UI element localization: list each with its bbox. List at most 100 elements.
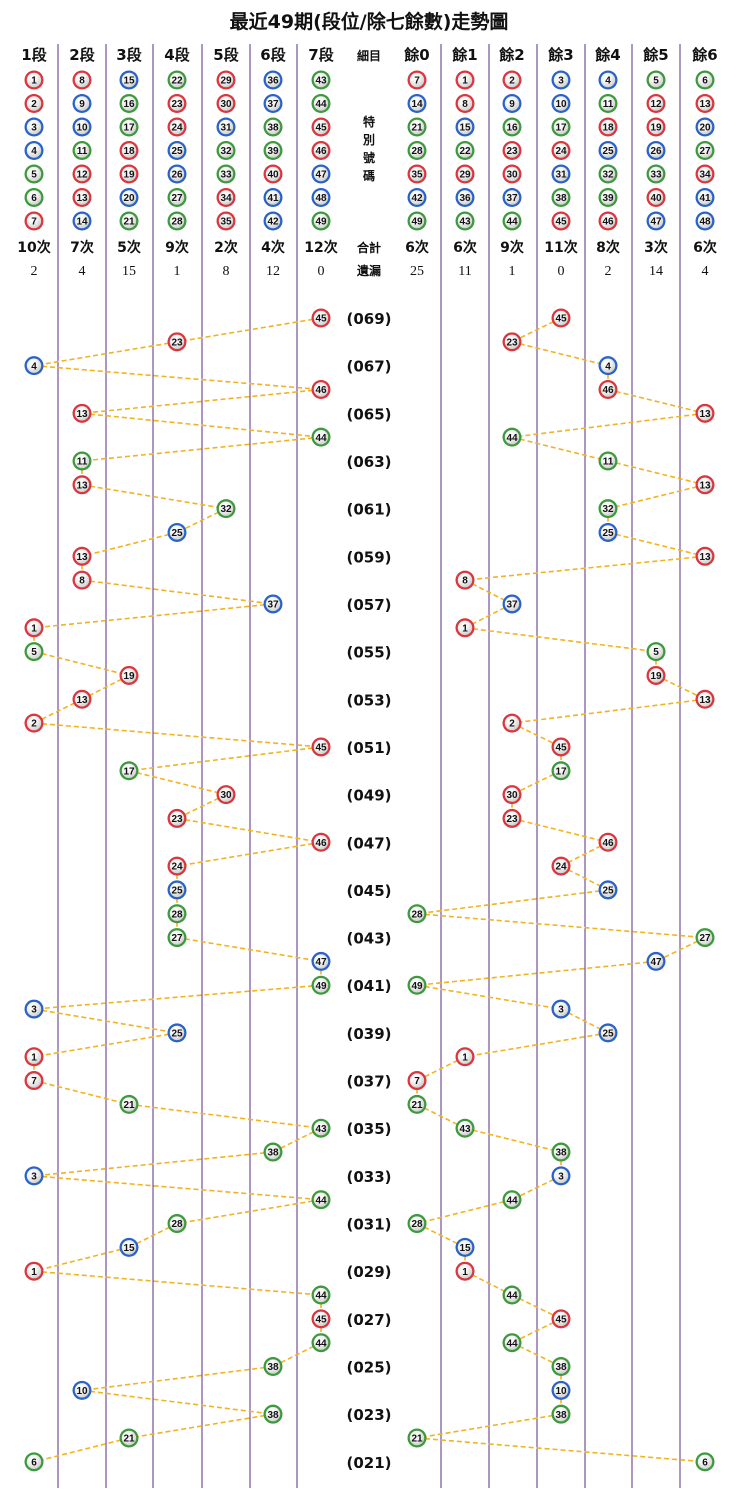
ball-number: 15 — [123, 1243, 135, 1254]
ball-face — [265, 96, 281, 111]
trend-segment — [511, 817, 609, 844]
ball-number: 21 — [123, 1100, 135, 1111]
miss-count: 14 — [649, 264, 663, 279]
ball-face — [121, 166, 137, 182]
ball-number: 27 — [699, 933, 711, 944]
ball-number: 38 — [555, 1362, 567, 1373]
ball-number: 5 — [31, 647, 37, 658]
ball-face — [313, 213, 329, 229]
special-label-2: 別 — [362, 133, 375, 147]
ball-face — [313, 166, 329, 182]
ball-number: 13 — [76, 409, 88, 420]
ball-number: 19 — [123, 170, 135, 181]
trend-segment — [464, 1127, 562, 1153]
ball-face — [553, 1359, 569, 1374]
ball-number: 27 — [699, 146, 711, 157]
trend-segment — [416, 1413, 562, 1439]
ball-face — [74, 453, 90, 469]
trend-segment — [33, 1437, 130, 1463]
reference-ball: 28 — [167, 211, 187, 231]
ball-face — [26, 119, 42, 135]
ball-face — [648, 143, 664, 158]
reference-ball: 39 — [263, 141, 283, 160]
hit-count: 6次 — [453, 239, 477, 256]
ball-face — [26, 166, 42, 182]
ball-face — [648, 644, 664, 659]
reference-ball: 6 — [24, 188, 44, 207]
ball-face — [265, 190, 281, 205]
reference-ball: 13 — [72, 188, 92, 207]
ball-number: 7 — [414, 1076, 420, 1087]
ball-number: 45 — [315, 743, 327, 754]
ball-face — [26, 1049, 42, 1064]
ball-number: 34 — [220, 193, 232, 204]
reference-ball: 41 — [263, 188, 283, 207]
reference-ball: 13 — [695, 94, 715, 113]
ball-face — [504, 334, 520, 350]
ball-face — [409, 190, 425, 205]
trend-segment — [607, 388, 706, 415]
trend-ball: 1 — [455, 1047, 475, 1067]
ball-number: 44 — [506, 217, 518, 228]
ball-face — [169, 334, 185, 350]
ball-face — [74, 213, 90, 229]
miss-count: 1 — [174, 264, 181, 279]
trend-segment — [81, 412, 322, 438]
trend-segment — [416, 960, 657, 987]
ball-face — [218, 72, 234, 88]
column-header: 6段 — [260, 46, 285, 64]
reference-ball: 40 — [263, 164, 283, 184]
ball-face — [121, 668, 137, 683]
ball-number: 41 — [267, 193, 279, 204]
ball-face — [504, 1335, 520, 1350]
ball-number: 47 — [315, 170, 327, 181]
ball-face — [121, 213, 137, 229]
ball-number: 20 — [123, 193, 135, 204]
ball-face — [265, 166, 281, 182]
ball-face — [169, 858, 185, 874]
reference-ball: 27 — [695, 141, 715, 160]
trend-ball: 3 — [24, 1166, 44, 1186]
ball-number: 31 — [220, 123, 232, 134]
trend-ball: 23 — [167, 332, 187, 352]
ball-number: 24 — [555, 146, 567, 157]
ball-face — [74, 572, 90, 588]
ball-face — [313, 190, 329, 205]
ball-number: 48 — [699, 217, 711, 228]
ball-face — [169, 96, 185, 111]
reference-ball: 35 — [216, 211, 236, 231]
reference-ball: 23 — [502, 141, 522, 160]
ball-face — [218, 143, 234, 158]
special-label-1: 特 — [363, 114, 375, 129]
trend-ball: 24 — [551, 856, 571, 876]
draw-label: (045) — [346, 882, 391, 900]
trend-ball: 3 — [551, 999, 571, 1019]
ball-number: 45 — [555, 1314, 567, 1325]
trend-balls: 4523446134411133225138371519132451730234… — [24, 308, 715, 1472]
ball-number: 13 — [76, 480, 88, 491]
hit-count: 11次 — [544, 239, 577, 256]
draw-label: (031) — [346, 1216, 391, 1234]
reference-ball: 10 — [551, 94, 571, 113]
trend-ball: 13 — [72, 689, 92, 709]
reference-ball: 42 — [263, 211, 283, 231]
miss-count: 11 — [458, 264, 471, 279]
ball-number: 11 — [77, 457, 88, 468]
ball-face — [26, 620, 42, 635]
ball-face — [553, 1383, 569, 1398]
ball-number: 28 — [411, 1219, 423, 1230]
trend-ball: 11 — [72, 451, 92, 471]
ball-face — [457, 166, 473, 182]
trend-ball: 46 — [598, 832, 618, 852]
ball-number: 42 — [411, 193, 423, 204]
ball-number: 49 — [411, 981, 423, 992]
ball-number: 30 — [220, 99, 232, 110]
reference-ball: 30 — [216, 94, 236, 113]
ball-number: 10 — [555, 99, 567, 110]
ball-number: 49 — [315, 217, 327, 228]
ball-face — [600, 72, 616, 88]
reference-ball: 34 — [695, 164, 715, 184]
ball-face — [121, 763, 137, 778]
ball-number: 46 — [602, 385, 614, 396]
ball-face — [169, 72, 185, 88]
